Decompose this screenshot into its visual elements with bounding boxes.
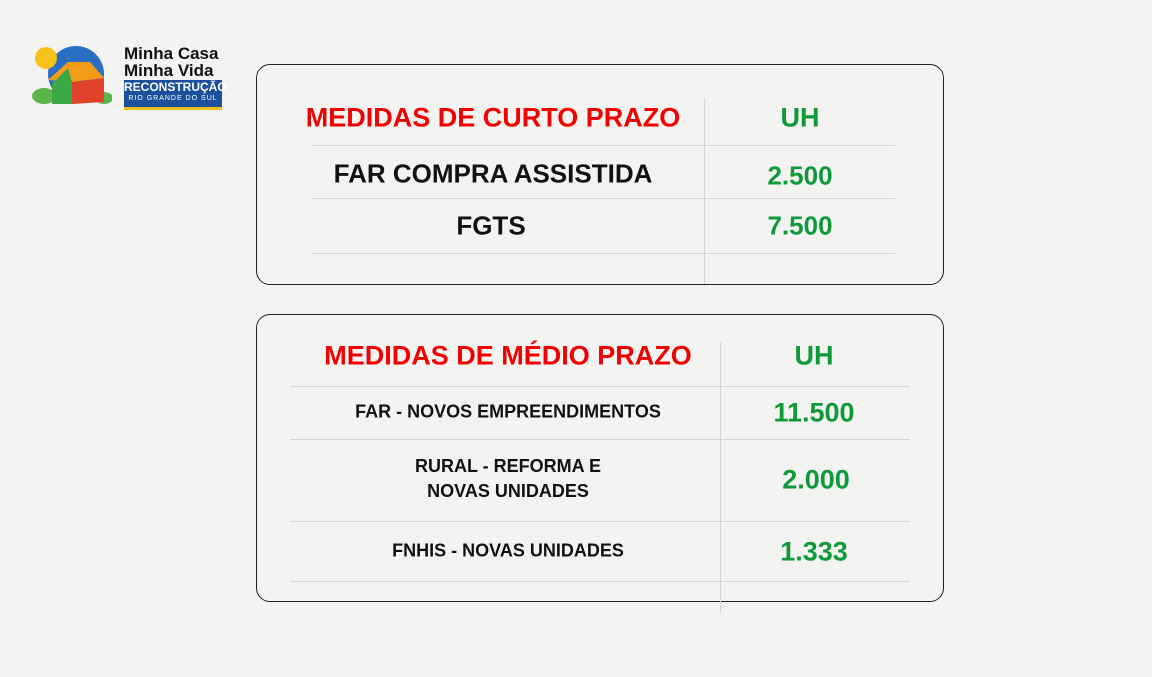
table-row-label: FAR COMPRA ASSISTIDA bbox=[333, 158, 653, 189]
table-row-value: 1.333 bbox=[780, 536, 848, 567]
logo-badge: RECONSTRUÇÃO RIO GRANDE DO SUL bbox=[124, 80, 227, 110]
medium-term-table bbox=[256, 314, 944, 602]
logo-house-icon bbox=[32, 46, 112, 104]
table-row-value: 2.500 bbox=[767, 160, 833, 191]
medium-term-unit-header: UH bbox=[794, 340, 834, 371]
table-row-label: FGTS bbox=[456, 210, 526, 241]
table-row-label: FNHIS - NOVAS UNIDADES bbox=[392, 540, 624, 561]
short-term-header: MEDIDAS DE CURTO PRAZO bbox=[305, 102, 681, 133]
table-row-value: 2.000 bbox=[782, 464, 850, 495]
short-term-unit-header: UH bbox=[780, 102, 820, 133]
table-row-label: RURAL - REFORMA E NOVAS UNIDADES bbox=[415, 456, 601, 501]
medium-term-header: MEDIDAS DE MÉDIO PRAZO bbox=[324, 340, 692, 371]
table-row-label: FAR - NOVOS EMPREENDIMENTOS bbox=[355, 401, 661, 422]
table-row-value: 7.500 bbox=[767, 210, 833, 241]
table-row-value: 11.500 bbox=[773, 397, 855, 428]
short-term-table bbox=[256, 64, 944, 285]
